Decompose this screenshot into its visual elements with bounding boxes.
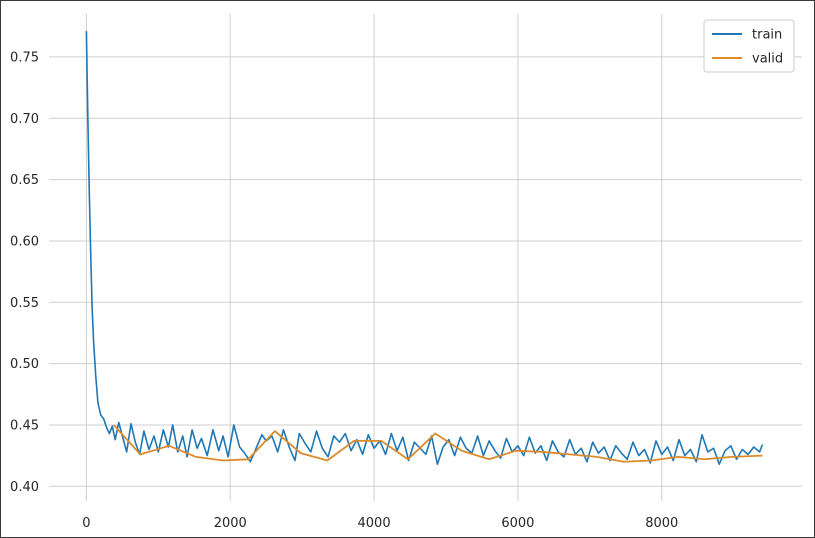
y-tick-label: 0.55 — [10, 296, 39, 311]
grid — [49, 14, 802, 501]
x-tick-label: 8000 — [645, 516, 678, 531]
legend: train valid — [703, 19, 795, 73]
plot-series — [85, 31, 764, 465]
x-axis-tick-labels: 0 2000 4000 6000 8000 — [82, 516, 678, 531]
y-axis-tick-labels: 0.40 0.45 0.50 0.55 0.60 0.65 0.70 0.75 — [10, 50, 39, 494]
y-tick-label: 0.60 — [10, 234, 39, 249]
x-tick-label: 2000 — [214, 516, 247, 531]
x-tick-label: 4000 — [358, 516, 391, 531]
y-tick-label: 0.45 — [10, 418, 39, 433]
series-line-train — [85, 31, 764, 465]
y-tick-label: 0.70 — [10, 112, 39, 127]
y-tick-label: 0.65 — [10, 173, 39, 188]
y-tick-label: 0.40 — [10, 480, 39, 495]
x-tick-label: 0 — [82, 516, 90, 531]
legend-label-train: train — [752, 28, 782, 43]
legend-label-valid: valid — [752, 52, 783, 67]
series-line-valid — [113, 424, 763, 463]
y-tick-label: 0.50 — [10, 357, 39, 372]
x-tick-label: 6000 — [501, 516, 534, 531]
y-tick-label: 0.75 — [10, 50, 39, 65]
